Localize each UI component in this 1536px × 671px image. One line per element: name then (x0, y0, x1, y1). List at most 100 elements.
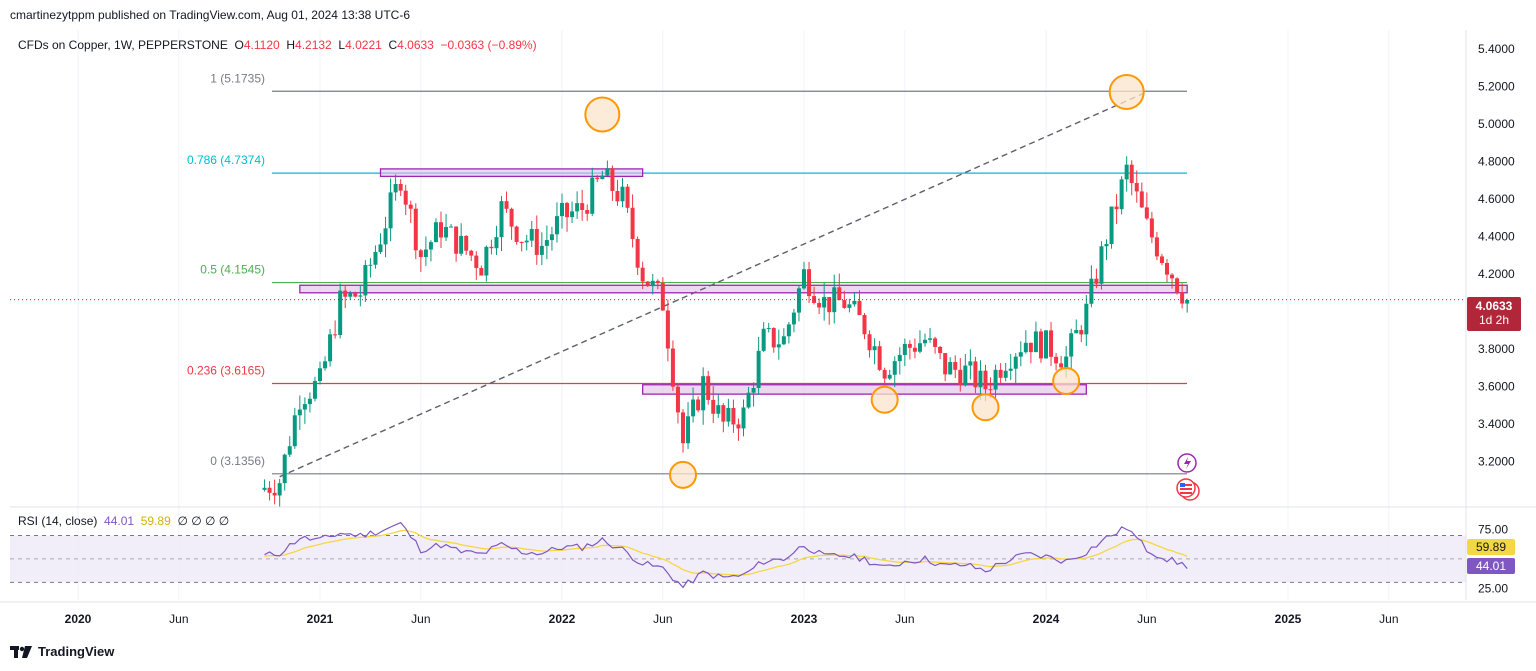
candle-body (519, 241, 524, 243)
candle-body (907, 343, 912, 348)
highlight-circle (584, 96, 621, 133)
candle-body (1033, 331, 1038, 353)
candle-body (292, 415, 297, 447)
candle-body (1074, 330, 1079, 334)
price-tick-label: 4.8000 (1478, 154, 1515, 168)
tradingview-logo-icon (10, 645, 32, 658)
candle-body (766, 328, 771, 330)
candle-body (1159, 256, 1164, 263)
candle-body (534, 228, 539, 255)
candle-body (912, 347, 917, 352)
candle-body (1008, 368, 1013, 371)
candle-body (302, 404, 307, 410)
countdown-value: 1d 2h (1478, 313, 1510, 327)
candle-body (635, 238, 640, 268)
candle-body (973, 361, 978, 388)
candle-body (287, 446, 292, 455)
candle-body (902, 343, 907, 355)
candle-body (580, 203, 585, 210)
candle-body (852, 300, 857, 305)
candle-body (933, 338, 938, 347)
candle-body (640, 267, 645, 282)
candle-body (857, 300, 862, 316)
candle-body (1094, 278, 1099, 284)
candle-body (1089, 278, 1094, 304)
candle-body (358, 295, 363, 297)
candle-body (978, 370, 983, 388)
event-icons[interactable] (1176, 453, 1200, 501)
low-label: L (338, 38, 346, 52)
candle-body (1109, 206, 1114, 244)
candle-body (439, 222, 443, 238)
zone-box (379, 168, 644, 178)
candle-body (1129, 164, 1134, 184)
price-tick-label: 4.2000 (1478, 267, 1515, 281)
candle-body (333, 334, 338, 336)
candle-body (1144, 207, 1149, 219)
footer-brand[interactable]: TradingView (38, 644, 115, 659)
candle-body (1084, 303, 1089, 335)
symbol-legend: CFDs on Copper, 1W, PEPPERSTONE O4.1120 … (18, 38, 537, 52)
candle-body (544, 240, 549, 246)
close-label: C (388, 38, 398, 52)
candle-body (963, 365, 968, 386)
time-label: Jun (411, 612, 430, 626)
candle-body (338, 290, 343, 335)
rsi-tick-label: 25.00 (1478, 581, 1508, 595)
candle-body (897, 354, 902, 362)
price-tick-label: 5.4000 (1478, 42, 1515, 56)
candle-body (554, 216, 559, 235)
candle-body (746, 392, 751, 408)
candle-body (565, 202, 570, 218)
highlight-circle (870, 385, 899, 414)
candle-body (423, 249, 428, 258)
candle-body (1175, 278, 1180, 293)
candle-body (1124, 164, 1129, 180)
candle-body (983, 370, 988, 390)
time-axis[interactable]: 2020 Jun 2021 Jun 2022 Jun 2023 Jun 2024 Jun 2025 J… (65, 612, 1399, 626)
price-axis[interactable]: 5.4000 5.2000 5.0000 4.8000 4.6000 4.4000 4.20… (1478, 42, 1515, 469)
price-tick-label: 4.4000 (1478, 229, 1515, 243)
candle-body (323, 361, 328, 369)
price-tick-label: 3.6000 (1478, 380, 1515, 394)
candle-body (822, 297, 827, 308)
candle-body (776, 344, 781, 348)
candle-body (948, 362, 953, 375)
candle-body (675, 386, 680, 413)
trendline (279, 91, 1148, 478)
candle-body (862, 315, 867, 335)
candle-body (786, 324, 791, 337)
candle-body (1003, 370, 1008, 378)
candle-body (1054, 356, 1059, 364)
candle-body (1044, 330, 1048, 359)
candle-body (731, 407, 736, 425)
candle-body (615, 191, 620, 202)
candle-body (1139, 191, 1144, 208)
candle-body (499, 201, 504, 238)
candle-body (514, 226, 519, 242)
candle-body (318, 368, 322, 381)
candle-body (953, 362, 958, 370)
candle-body (736, 424, 741, 429)
high-label: H (286, 38, 296, 52)
rsi-ma-value: 59.89 (140, 514, 171, 528)
candle-body (867, 334, 872, 351)
candle-body (1104, 243, 1109, 247)
last-price-value: 4.0633 (1475, 299, 1513, 313)
candle-body (504, 201, 509, 209)
candle-body (403, 190, 408, 205)
candle-body (1023, 342, 1028, 353)
candle-body (938, 346, 943, 354)
price-tick-label: 3.8000 (1478, 342, 1515, 356)
candle-body (600, 175, 605, 180)
candle-body (267, 487, 272, 493)
rsi-ma-badge-value: 59.89 (1475, 540, 1507, 554)
candle-body (630, 207, 635, 239)
candle-body (716, 405, 721, 414)
candle-body (1170, 274, 1175, 279)
candle-body (363, 265, 368, 296)
candle-body (272, 492, 277, 496)
time-label: 2024 (1033, 612, 1060, 626)
candle-body (1059, 363, 1064, 368)
